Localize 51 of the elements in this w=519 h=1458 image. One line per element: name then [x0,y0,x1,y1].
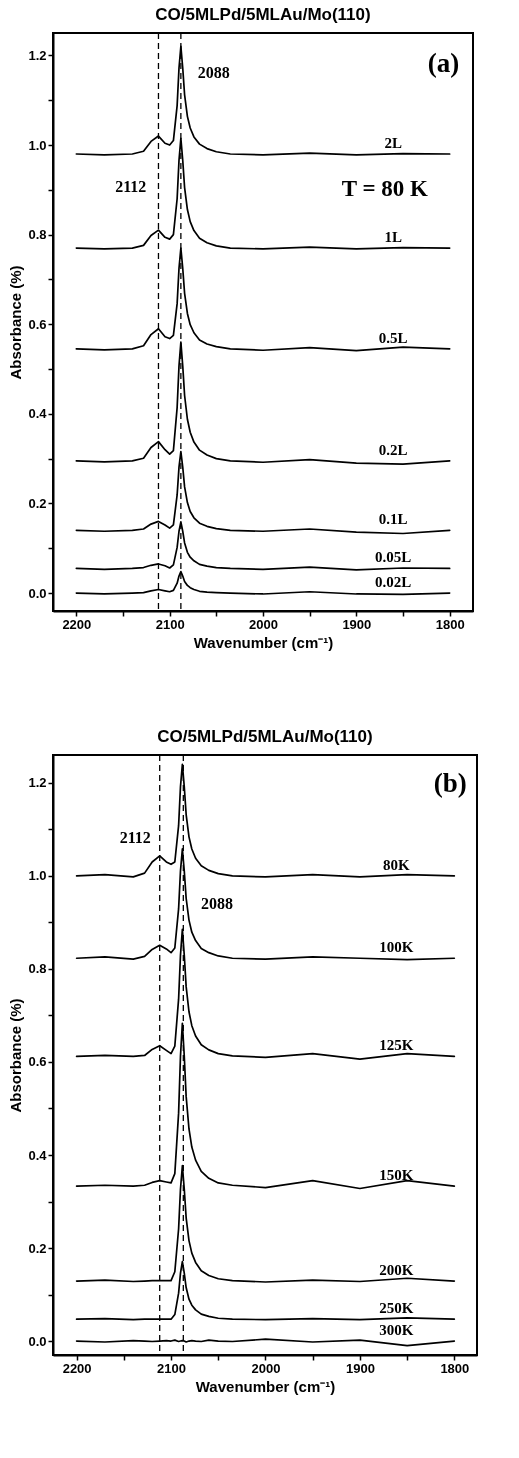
x-tick-label: 1900 [345,1360,375,1376]
series-label: 0.02L [375,574,412,591]
annotation: T = 80 K [341,176,428,202]
y-tick-label: 0.2 [28,495,47,511]
y-axis-title: Absorbance (%) [7,998,25,1113]
annotation: 2112 [115,178,147,196]
y-tick-label: 0.0 [28,585,47,601]
chart-title: CO/5MLPd/5MLAu/Mo(110) [155,5,371,25]
x-tick-label: 2000 [249,616,278,632]
annotation: (b) [433,768,467,799]
series-label: 300K [379,1322,414,1339]
annotation: 2088 [201,894,234,912]
x-tick-label: 2200 [62,616,92,632]
series-label: 200K [379,1262,414,1279]
y-tick-label: 0.4 [28,1147,48,1163]
y-tick-label: 0.2 [28,1240,47,1256]
x-tick-label: 1800 [440,1360,470,1376]
y-tick-label: 1.0 [28,868,47,884]
x-tick-label: 1800 [435,616,465,632]
y-tick-label: 1.2 [28,47,47,63]
x-tick-label: 2100 [157,1360,186,1376]
y-tick-label: 1.2 [28,775,47,791]
y-tick-label: 0.8 [28,227,47,243]
y-axis-title: Absorbance (%) [7,265,25,380]
chart-title: CO/5MLPd/5MLAu/Mo(110) [157,727,373,747]
annotation: 2088 [197,64,230,82]
series-label: 0.2L [378,441,408,458]
series-label: 100K [379,939,414,956]
x-tick-label: 1900 [342,616,372,632]
x-tick-label: 2100 [155,616,185,632]
annotation: (a) [427,47,460,78]
series-label: 0.1L [378,511,408,528]
y-tick-label: 0.8 [28,961,47,977]
y-tick-label: 0.6 [28,316,47,332]
x-tick-label: 2200 [62,1360,92,1376]
series-label: 0.5L [378,329,408,346]
x-axis-title: Wavenumber (cm⁻¹) [195,1377,336,1395]
annotation: 2112 [119,828,151,846]
series-label: 250K [379,1300,414,1317]
series-label: 80K [383,856,411,873]
x-tick-label: 2000 [251,1360,281,1376]
x-axis-title: Wavenumber (cm⁻¹) [193,633,334,651]
series-label: 125K [379,1037,414,1054]
y-tick-label: 0.0 [28,1333,47,1349]
series-label: 0.05L [375,549,412,566]
y-tick-label: 1.0 [28,137,47,153]
y-tick-label: 0.6 [28,1054,47,1070]
series-label: 2L [384,134,402,151]
series-label: 1L [384,229,402,246]
y-tick-label: 0.4 [28,406,48,422]
series-label: 150K [379,1167,414,1184]
